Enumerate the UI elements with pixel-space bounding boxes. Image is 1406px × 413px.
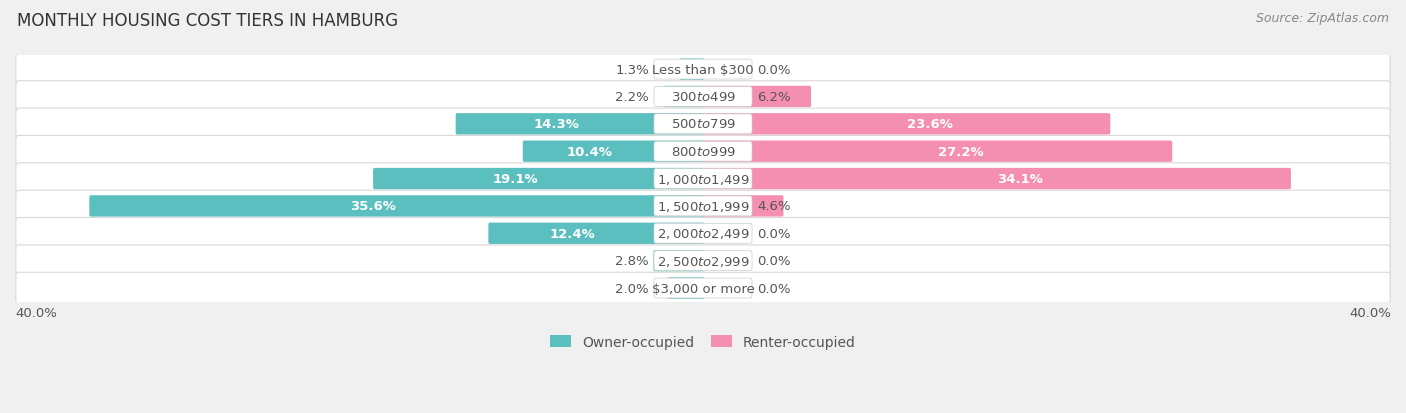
FancyBboxPatch shape (702, 196, 783, 217)
FancyBboxPatch shape (654, 278, 752, 298)
FancyBboxPatch shape (15, 191, 1391, 222)
Text: 10.4%: 10.4% (567, 145, 613, 158)
FancyBboxPatch shape (15, 81, 1391, 113)
Text: 27.2%: 27.2% (938, 145, 983, 158)
FancyBboxPatch shape (654, 197, 752, 216)
FancyBboxPatch shape (15, 245, 1391, 277)
FancyBboxPatch shape (702, 87, 811, 108)
Text: 23.6%: 23.6% (907, 118, 952, 131)
FancyBboxPatch shape (654, 114, 752, 135)
FancyBboxPatch shape (679, 59, 704, 81)
Text: 34.1%: 34.1% (997, 173, 1043, 185)
Text: 12.4%: 12.4% (550, 227, 596, 240)
FancyBboxPatch shape (654, 250, 704, 272)
FancyBboxPatch shape (664, 87, 704, 108)
Text: 0.0%: 0.0% (758, 282, 790, 295)
Text: 4.6%: 4.6% (758, 200, 790, 213)
FancyBboxPatch shape (15, 109, 1391, 140)
Text: $1,500 to $1,999: $1,500 to $1,999 (657, 199, 749, 214)
FancyBboxPatch shape (654, 169, 752, 189)
FancyBboxPatch shape (702, 141, 1173, 162)
Text: 2.0%: 2.0% (616, 282, 648, 295)
Text: $2,000 to $2,499: $2,000 to $2,499 (657, 227, 749, 241)
Text: Less than $300: Less than $300 (652, 64, 754, 76)
FancyBboxPatch shape (15, 218, 1391, 249)
Text: 0.0%: 0.0% (758, 227, 790, 240)
Text: 6.2%: 6.2% (758, 91, 790, 104)
Text: 2.8%: 2.8% (616, 254, 648, 268)
Legend: Owner-occupied, Renter-occupied: Owner-occupied, Renter-occupied (550, 335, 856, 349)
Text: 40.0%: 40.0% (1350, 306, 1391, 319)
Text: 14.3%: 14.3% (533, 118, 579, 131)
FancyBboxPatch shape (15, 273, 1391, 304)
Text: 40.0%: 40.0% (15, 306, 56, 319)
Text: $3,000 or more: $3,000 or more (651, 282, 755, 295)
FancyBboxPatch shape (456, 114, 704, 135)
FancyBboxPatch shape (90, 196, 704, 217)
Text: Source: ZipAtlas.com: Source: ZipAtlas.com (1256, 12, 1389, 25)
Text: 0.0%: 0.0% (758, 254, 790, 268)
FancyBboxPatch shape (654, 60, 752, 80)
FancyBboxPatch shape (702, 169, 1291, 190)
Text: 0.0%: 0.0% (758, 64, 790, 76)
Text: $500 to $799: $500 to $799 (671, 118, 735, 131)
Text: 19.1%: 19.1% (492, 173, 538, 185)
FancyBboxPatch shape (523, 141, 704, 162)
FancyBboxPatch shape (668, 278, 704, 299)
FancyBboxPatch shape (373, 169, 704, 190)
FancyBboxPatch shape (15, 54, 1391, 85)
FancyBboxPatch shape (15, 164, 1391, 195)
FancyBboxPatch shape (488, 223, 704, 244)
FancyBboxPatch shape (654, 251, 752, 271)
Text: MONTHLY HOUSING COST TIERS IN HAMBURG: MONTHLY HOUSING COST TIERS IN HAMBURG (17, 12, 398, 30)
Text: $2,500 to $2,999: $2,500 to $2,999 (657, 254, 749, 268)
Text: 1.3%: 1.3% (614, 64, 648, 76)
FancyBboxPatch shape (654, 224, 752, 244)
Text: $1,000 to $1,499: $1,000 to $1,499 (657, 172, 749, 186)
FancyBboxPatch shape (15, 136, 1391, 168)
Text: $300 to $499: $300 to $499 (671, 91, 735, 104)
FancyBboxPatch shape (702, 114, 1111, 135)
Text: $800 to $999: $800 to $999 (671, 145, 735, 158)
FancyBboxPatch shape (654, 142, 752, 162)
FancyBboxPatch shape (654, 87, 752, 107)
Text: 2.2%: 2.2% (614, 91, 648, 104)
Text: 35.6%: 35.6% (350, 200, 396, 213)
